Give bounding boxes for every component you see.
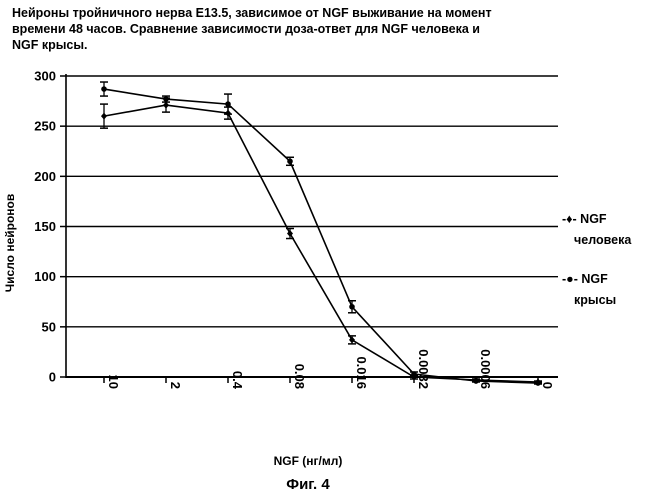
series-line — [104, 89, 538, 383]
y-tick-label: 150 — [34, 219, 56, 234]
y-tick-label: 250 — [34, 119, 56, 134]
series — [100, 82, 542, 386]
x-tick-label: 10 — [106, 375, 121, 389]
data-point — [411, 371, 417, 377]
legend: -♦- NGF человека -●- NGF крысы — [562, 212, 632, 307]
chart-title-line-2: времени 48 часов. Сравнение зависимости … — [12, 22, 480, 36]
legend-human-line-1: -♦- NGF — [562, 212, 607, 226]
x-tick-label: 0.08 — [292, 364, 307, 389]
x-tick-labels: 10 2 0.4 0.08 0.016 0.0032 0.0006 0 — [106, 349, 555, 390]
data-point — [349, 304, 355, 310]
y-tick-label: 300 — [34, 69, 56, 84]
data-point — [287, 158, 293, 164]
gridlines — [66, 76, 558, 327]
series-line — [104, 105, 538, 382]
legend-human-line-2: человека — [574, 233, 632, 247]
series-1 — [100, 82, 542, 386]
figure-caption: Фиг. 4 — [286, 476, 330, 493]
y-tick-label: 0 — [49, 370, 56, 385]
x-tick-label: 0.0006 — [478, 349, 493, 389]
legend-rat-line-1: -●- NGF — [562, 272, 608, 286]
y-axis-label: Число нейронов — [3, 194, 17, 293]
chart-title-line-1: Нейроны тройничного нерва E13.5, зависим… — [12, 6, 492, 20]
y-tick-label: 100 — [34, 269, 56, 284]
legend-rat-line-2: крысы — [574, 293, 616, 307]
y-tick-labels: 0 50 100 150 200 250 300 — [34, 69, 56, 385]
chart-title-line-3: NGF крысы. — [12, 38, 88, 52]
x-axis-label: NGF (нг/мл) — [274, 454, 343, 468]
y-tick-label: 200 — [34, 169, 56, 184]
x-tick-label: 0 — [540, 382, 555, 389]
axes — [60, 74, 558, 383]
data-point — [473, 378, 479, 384]
x-tick-label: 0.016 — [354, 356, 369, 389]
data-point — [163, 96, 169, 102]
data-point — [535, 380, 541, 386]
x-tick-label: 0.4 — [230, 371, 245, 390]
x-tick-label: 2 — [168, 382, 183, 389]
data-point — [101, 113, 107, 120]
data-point — [225, 101, 231, 107]
series-0 — [100, 98, 542, 385]
x-tick-label: 0.0032 — [416, 349, 431, 389]
data-point — [101, 86, 107, 92]
y-tick-label: 50 — [42, 319, 56, 334]
